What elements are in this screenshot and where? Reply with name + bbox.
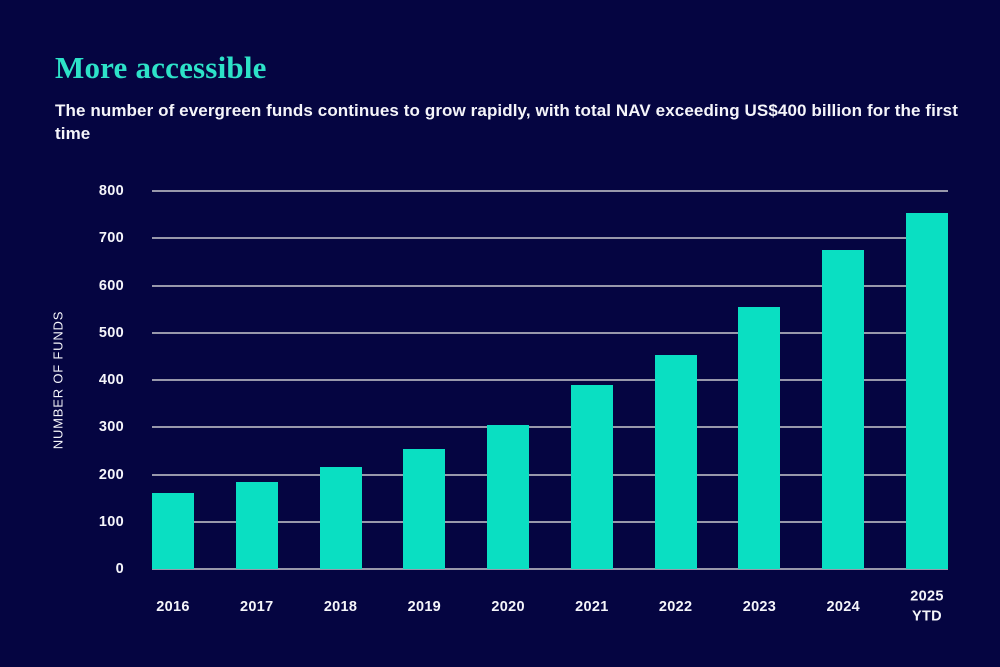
bar [487, 424, 530, 569]
x-tick-label: 2021 [575, 598, 609, 615]
gridline [152, 426, 948, 429]
x-tick-label: 2020 [491, 598, 525, 615]
gridline [152, 331, 948, 334]
bar [235, 481, 278, 569]
gridline [152, 237, 948, 240]
y-tick-label: 800 [98, 183, 124, 199]
plot-area: NUMBER OF FUNDS 0 100 200 300 400 500 600 700 80… [51, 183, 948, 625]
bar [654, 354, 697, 569]
y-tick-label: 700 [98, 230, 124, 247]
y-tick-label: 100 [98, 513, 124, 530]
gridline [152, 473, 948, 476]
y-tick-label: 400 [98, 372, 124, 388]
bar [152, 493, 194, 569]
bar [319, 467, 362, 569]
y-tick-label: 600 [98, 277, 124, 294]
x-tick-label: 2023 [742, 598, 777, 615]
x-tick-label: 2025 YTD [910, 588, 944, 625]
x-tick-label: 2016 [156, 598, 190, 615]
y-tick-label: 300 [98, 419, 124, 436]
bar [906, 213, 948, 569]
page-subtitle: The number of evergreen funds continues … [55, 101, 958, 144]
bar [403, 448, 446, 569]
y-tick-label: 0 [115, 561, 124, 577]
x-tick-label: 2024 [826, 598, 860, 615]
gridline [152, 284, 948, 287]
gridline [152, 379, 948, 381]
x-tick-label: 2019 [407, 598, 442, 615]
gridline [152, 568, 948, 570]
gridline [152, 190, 948, 192]
y-tick-label: 500 [98, 324, 124, 341]
page-title: More accessible [55, 50, 267, 85]
x-tick-label: 2017 [240, 598, 274, 615]
y-tick-label: 200 [98, 466, 124, 483]
x-tick-label: 2018 [323, 598, 358, 615]
bar [738, 306, 781, 569]
gridline [152, 520, 948, 523]
bar [570, 384, 613, 569]
bar [822, 250, 865, 569]
x-tick-label: 2022 [658, 598, 693, 615]
